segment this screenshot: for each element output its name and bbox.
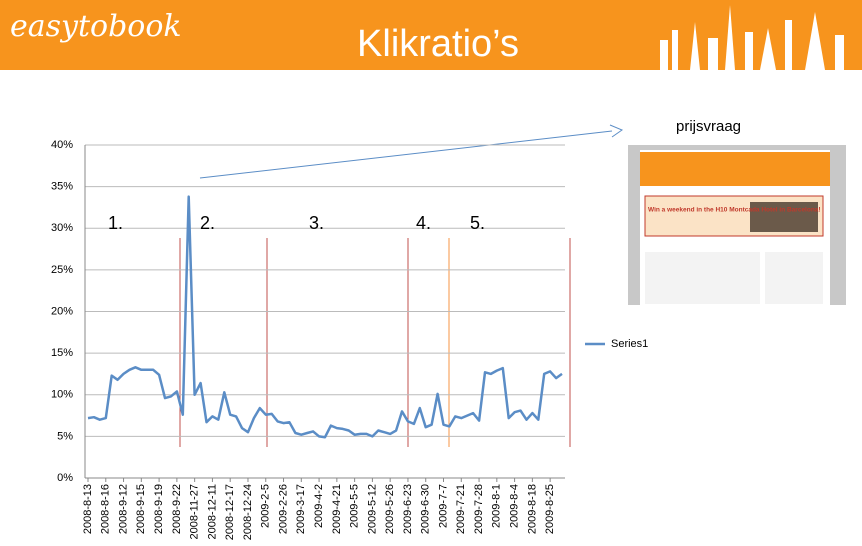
x-tick-label: 2009-2-5 [260,484,272,528]
line-series [87,195,563,439]
y-tick-label: 20% [51,305,73,317]
skyline [660,5,844,70]
x-tick-label: 2009-6-23 [402,484,414,534]
x-tick-label: 2008-9-15 [135,484,147,534]
x-tick-label: 2009-7-21 [455,484,467,534]
phase-label: 2. [200,213,215,233]
x-tick-label: 2008-11-27 [189,484,201,539]
x-tick-label: 2009-8-18 [526,484,538,534]
x-tick-label: 2008-8-13 [82,484,94,534]
arrow [199,130,613,179]
x-tick-label: 2009-4-21 [331,484,343,534]
y-tick-label: 0% [57,472,73,484]
x-tick-label: 2009-3-17 [295,484,307,534]
x-tick-label: 2008-9-22 [171,484,183,534]
y-tick-label: 25% [51,264,73,276]
phase-label: 1. [108,213,123,233]
y-tick-label: 10% [51,389,73,401]
legend-label: Series1 [611,338,648,350]
x-tick-label: 2008-8-16 [100,484,112,534]
phase-label: 4. [416,213,431,233]
x-tick-label: 2009-5-5 [349,484,361,528]
phase-lines [84,238,571,447]
x-tick-label: 2009-4-2 [313,484,325,528]
y-tick-label: 30% [51,222,73,234]
newsletter-image [628,145,846,305]
x-tick-label: 2009-8-1 [491,484,503,528]
header-band [0,0,862,70]
x-tick-label: 2009-7-7 [437,484,449,528]
x-tick-label: 2009-8-25 [544,484,556,534]
x-tick-label: 2008-12-17 [224,484,236,540]
x-tick-label: 2009-6-30 [420,484,432,534]
logo: easytobook [10,9,182,44]
inset-headline: Win a weekend in the H10 Montcada Hotel … [648,207,821,214]
arrow-head [609,124,624,138]
x-tick-label: 2009-8-4 [509,484,521,528]
x-tick-label: 2009-5-12 [366,484,378,534]
slide-title: Klikratio’s [357,23,519,65]
x-tick-label: 2008-9-19 [153,484,165,534]
y-tick-label: 35% [51,181,73,193]
x-tick-label: 2008-9-12 [117,484,129,534]
x-tick-label: 2008-12-24 [242,484,254,540]
y-tick-label: 40% [51,139,73,151]
x-tick-label: 2009-2-26 [277,484,289,534]
x-tick-label: 2009-5-26 [384,484,396,534]
x-tick-label: 2009-7-28 [473,484,485,534]
y-tick-label: 5% [57,430,73,442]
phase-label: 5. [470,213,485,233]
x-tick-label: 2008-12-11 [206,484,218,539]
phase-label: 3. [309,213,324,233]
y-tick-label: 15% [51,347,73,359]
inset-caption: prijsvraag [676,118,741,135]
